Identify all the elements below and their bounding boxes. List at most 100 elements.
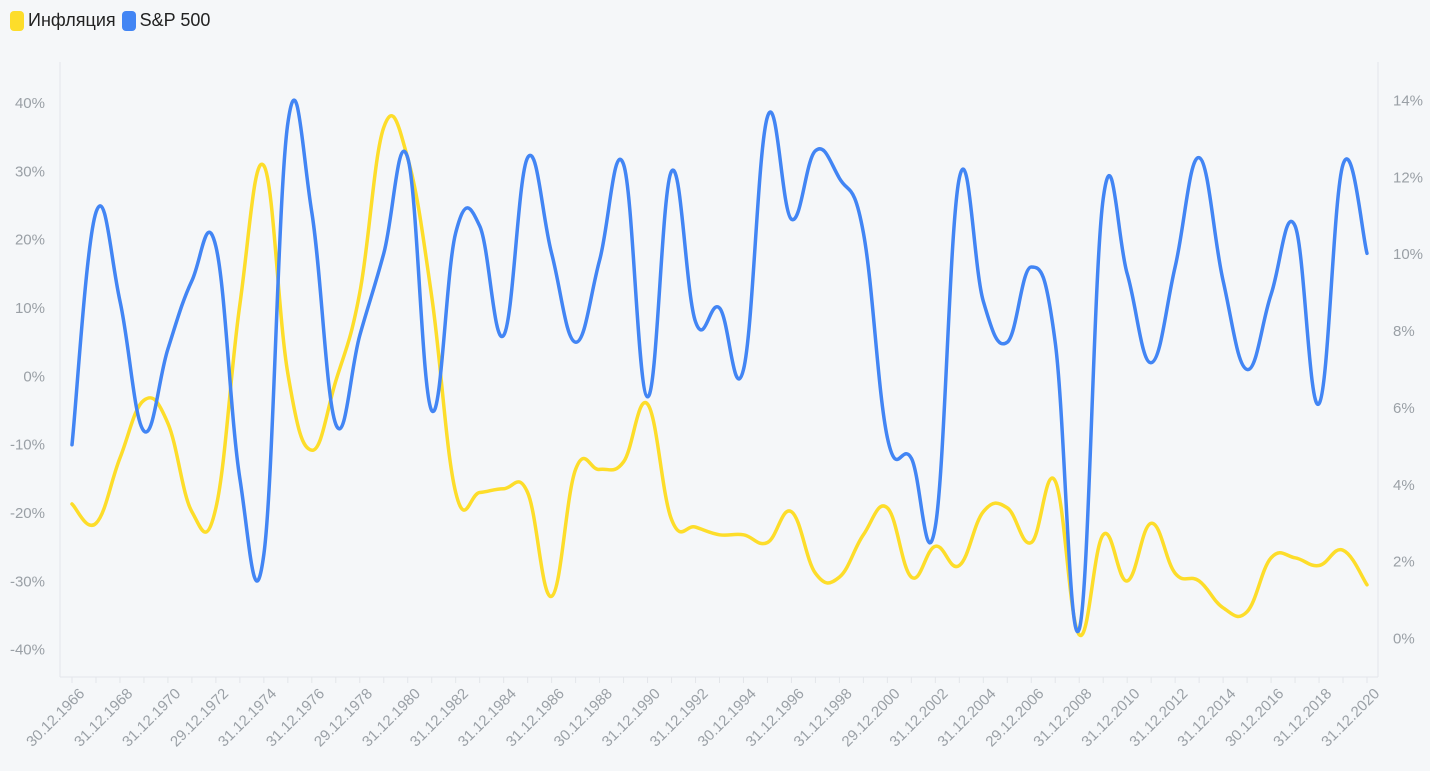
inflation-point (1053, 479, 1057, 483)
inflation-point (358, 291, 362, 295)
sp500-point (358, 333, 362, 337)
sp500-point (741, 368, 745, 372)
series-line-inflation (70, 113, 1369, 637)
y-left-tick-label: -40% (10, 642, 45, 659)
inflation-point (622, 460, 626, 464)
legend-label-sp500: S&P 500 (139, 10, 211, 30)
sp500-point (454, 231, 458, 235)
sp500-point (909, 456, 913, 460)
sp500-point (933, 525, 937, 529)
sp500-point (70, 443, 74, 447)
sp500-point (550, 251, 554, 255)
inflation-point (1077, 633, 1081, 637)
inflation-point (1125, 579, 1129, 583)
legend-label-inflation: Инфляция (28, 10, 116, 30)
y-right-tick-label: 8% (1393, 323, 1415, 340)
y-right-tick-label: 0% (1393, 631, 1415, 648)
inflation-point (646, 402, 650, 406)
sp500-point (1197, 156, 1201, 160)
sp500-point (622, 163, 626, 167)
sp500-point (813, 149, 817, 153)
inflation-point (885, 506, 889, 510)
y-left-tick-label: 40% (15, 95, 45, 112)
legend-swatch-inflation (10, 10, 24, 31)
sp500-point (238, 477, 242, 481)
sp500-point (789, 217, 793, 221)
inflation-point (1293, 556, 1297, 560)
sp500-point (1269, 292, 1273, 296)
y-right-tick-label: 2% (1393, 554, 1415, 571)
legend-item-inflation[interactable]: Инфляция (10, 10, 116, 31)
sp500-point (1341, 163, 1345, 167)
sp500-point (981, 299, 985, 303)
legend-swatch-sp500 (121, 10, 136, 31)
inflation-point (334, 379, 338, 383)
sp500-point (382, 251, 386, 255)
inflation-point (382, 125, 386, 129)
sp500-point (406, 156, 410, 160)
y-left-tick-label: 20% (15, 232, 45, 249)
inflation-point (502, 487, 506, 491)
inflation-point (813, 571, 817, 575)
sp500-point (262, 552, 266, 556)
inflation-point (933, 544, 937, 548)
inflation-point (286, 371, 290, 375)
inflation-point (526, 491, 530, 495)
legend: Инфляция S&P 500 (10, 10, 210, 31)
sp500-point (1053, 340, 1057, 344)
inflation-point (430, 294, 434, 298)
inflation-point (574, 467, 578, 471)
sp500-point (1221, 279, 1225, 283)
sp500-point (837, 176, 841, 180)
y-left-tick-label: -10% (10, 437, 45, 454)
sp500-point (190, 279, 194, 283)
inflation-point (1341, 548, 1345, 552)
y-left-tick-label: -20% (10, 505, 45, 522)
sp500-point (1365, 251, 1369, 255)
sp500-point (718, 306, 722, 310)
sp500-point (1101, 197, 1105, 201)
legend-item-sp500[interactable]: S&P 500 (121, 10, 211, 31)
y-right-tick-label: 6% (1393, 400, 1415, 417)
sp500-point (1293, 224, 1297, 228)
sp500-point (1317, 402, 1321, 406)
inflation-point (1197, 579, 1201, 583)
inflation-point (741, 533, 745, 537)
inflation-point (1245, 610, 1249, 614)
sp500-point (861, 231, 865, 235)
sp500-point (598, 258, 602, 262)
sp500-point (765, 115, 769, 119)
y-right-tick-label: 12% (1393, 169, 1423, 186)
inflation-point (550, 594, 554, 598)
sp500-point (478, 224, 482, 228)
inflation-point (478, 491, 482, 495)
sp500-point (334, 422, 338, 426)
inflation-point (1317, 564, 1321, 568)
y-left-tick-label: -30% (10, 573, 45, 590)
sp500-point (1173, 265, 1177, 269)
inflation-point (598, 467, 602, 471)
sp500-point (694, 320, 698, 324)
inflation-point (1005, 506, 1009, 510)
y-right-tick-label: 4% (1393, 477, 1415, 494)
sp500-point (166, 347, 170, 351)
inflation-point (118, 456, 122, 460)
inflation-point (70, 502, 74, 506)
inflation-point (166, 421, 170, 425)
inflation-point (1221, 606, 1225, 610)
sp500-point (885, 436, 889, 440)
sp500-point (214, 245, 218, 249)
sp500-point (502, 333, 506, 337)
inflation-point (957, 564, 961, 568)
sp500-point (310, 210, 314, 214)
inflation-point (262, 164, 266, 168)
sp500-point (574, 340, 578, 344)
inflation-point (1173, 571, 1177, 575)
inflation-point (670, 517, 674, 521)
y-right-tick-label: 10% (1393, 246, 1423, 263)
inflation-point (1269, 556, 1273, 560)
inflation-point (861, 533, 865, 537)
sp500-point (1029, 265, 1033, 269)
